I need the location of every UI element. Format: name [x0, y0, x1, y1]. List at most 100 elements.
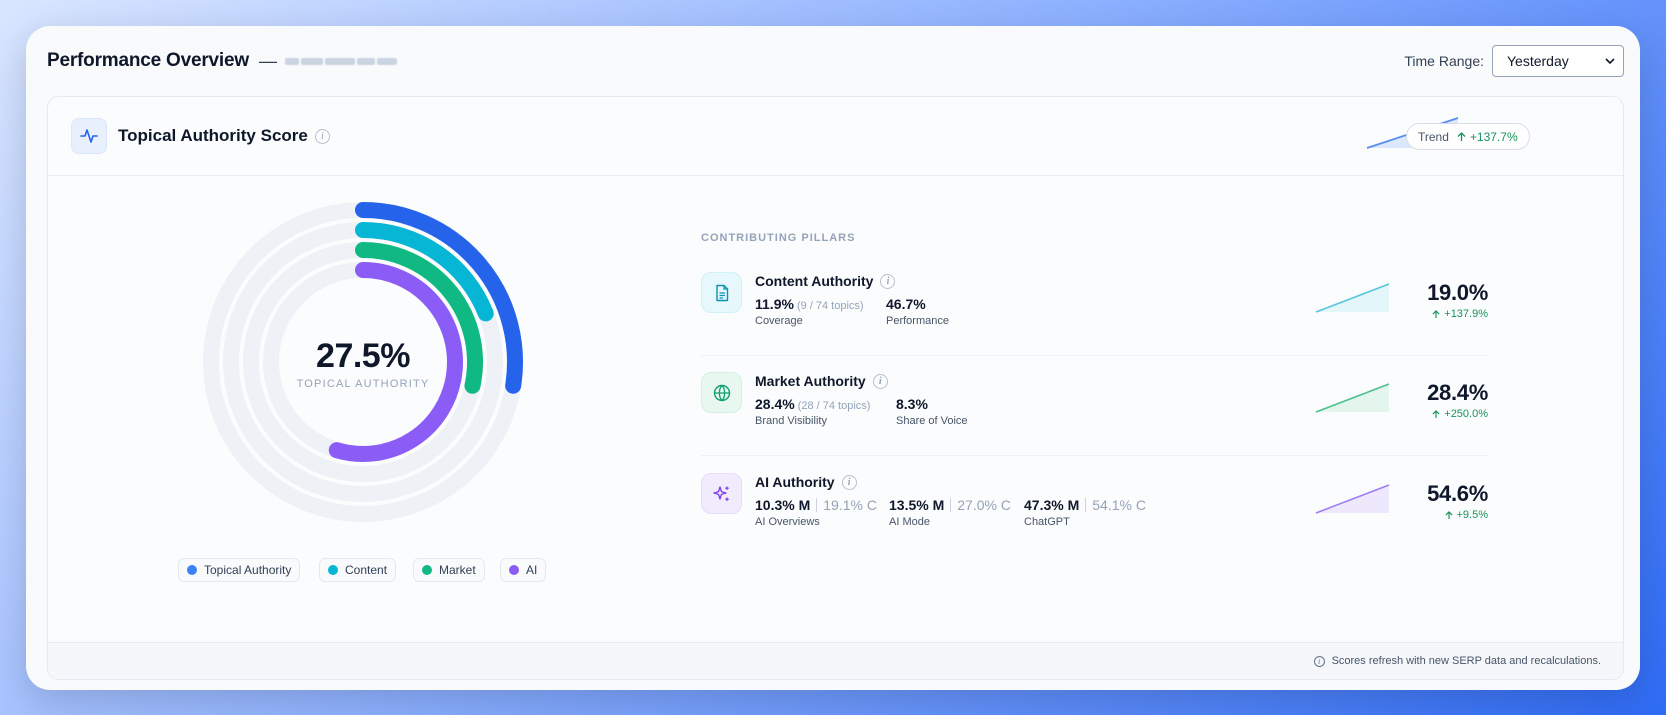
redacted-domain [284, 57, 397, 65]
metric-performance: 46.7% Performance [886, 296, 949, 327]
ring-value: 27.5% [316, 337, 410, 375]
ring-arc-ai[interactable] [328, 262, 463, 462]
pillars-heading: CONTRIBUTING PILLARS [701, 232, 856, 244]
info-icon[interactable]: i [880, 273, 896, 289]
time-range-value: Yesterday [1507, 53, 1569, 69]
metric-ai-overviews: 10.3% M 19.1% C AI Overviews [755, 497, 877, 528]
pillar-score: 54.6% +9.5% [1427, 481, 1488, 521]
metric-coverage: 11.9% (9 / 74 topics) Coverage [755, 296, 864, 327]
globe-icon [701, 372, 742, 413]
pillar-content-authority[interactable]: Content Authority i 11.9% (9 / 74 topics)… [701, 272, 1488, 372]
legend-dot [509, 565, 519, 575]
title-separator: — [258, 50, 277, 71]
legend-label: AI [526, 563, 538, 577]
metric-detail: (28 / 74 topics) [797, 400, 871, 412]
legend-label: Market [439, 563, 476, 577]
score-panel: Topical Authority Score i Trend +137.7% … [47, 96, 1624, 680]
info-icon: i [1313, 655, 1325, 667]
ring-chart-svg [203, 202, 523, 522]
pillar-delta: +137.9% [1444, 308, 1488, 320]
arrow-up-icon [1432, 309, 1440, 318]
pillar-name-text: Market Authority [755, 373, 866, 389]
pillar-score: 28.4% +250.0% [1427, 380, 1488, 420]
pillar-name-text: Content Authority [755, 273, 874, 289]
metric-value: 47.3% M [1024, 497, 1080, 513]
info-icon[interactable]: i [314, 128, 330, 144]
pillar-score-value: 19.0% [1427, 280, 1488, 305]
trend-value: +137.7% [1469, 129, 1518, 144]
metric-label: Brand Visibility [755, 415, 827, 427]
score-title: Topical Authority Score [118, 126, 308, 145]
pillar-divider [701, 355, 1488, 356]
panel-footer: i Scores refresh with new SERP data and … [48, 642, 1623, 679]
metric-alt-value: 54.1% C [1092, 497, 1146, 513]
pillar-sparkline [1315, 283, 1390, 313]
legend-item-topical[interactable]: Topical Authority [178, 558, 301, 582]
ring-arc-topical-authority[interactable] [355, 202, 523, 394]
pillar-sparkline [1315, 484, 1390, 514]
trend-badge: Trend +137.7% [1406, 123, 1530, 150]
authority-ring-chart: 27.5% TOPICAL AUTHORITY [198, 197, 528, 527]
sparkles-icon [701, 473, 742, 514]
metric-label: Performance [886, 315, 949, 327]
metric-value: 13.5% M [889, 497, 945, 513]
metric-label: Share of Voice [896, 415, 968, 427]
trend-label: Trend [1418, 129, 1449, 144]
chevron-down-icon [1605, 58, 1615, 64]
activity-icon [71, 118, 107, 154]
time-range-label: Time Range: [1404, 53, 1484, 69]
pillar-score-value: 28.4% [1427, 380, 1488, 405]
legend-item-market[interactable]: Market [413, 558, 485, 582]
metric-value: 11.9% [755, 296, 794, 312]
pillar-name: AI Authority i [755, 474, 857, 490]
legend-label: Topical Authority [204, 563, 292, 577]
pillar-score-value: 54.6% [1427, 481, 1488, 506]
metric-label: Coverage [755, 315, 803, 327]
metric-ai-mode: 13.5% M 27.0% C AI Mode [889, 497, 1011, 528]
metric-value: 28.4% [755, 396, 795, 412]
metric-brand-visibility: 28.4% (28 / 74 topics) Brand Visibility [755, 396, 870, 427]
ring-label: TOPICAL AUTHORITY [296, 378, 430, 390]
legend-dot [187, 565, 197, 575]
pillar-delta: +250.0% [1444, 408, 1488, 420]
legend-label: Content [345, 563, 388, 577]
pillar-sparkline [1315, 383, 1390, 413]
pillar-name-text: AI Authority [755, 474, 835, 490]
metric-label: AI Mode [889, 516, 930, 528]
pillar-ai-authority[interactable]: AI Authority i 10.3% M 19.1% C AI Overvie… [701, 473, 1488, 573]
legend-item-content[interactable]: Content [319, 558, 397, 582]
info-icon[interactable]: i [841, 474, 857, 490]
metric-value: 8.3% [896, 396, 928, 412]
metric-alt-value: 19.1% C [823, 497, 877, 513]
pillar-score: 19.0% +137.9% [1427, 280, 1488, 320]
info-icon[interactable]: i [872, 373, 888, 389]
ring-center: 27.5% TOPICAL AUTHORITY [198, 337, 528, 390]
metric-share-of-voice: 8.3% Share of Voice [896, 396, 968, 427]
page-title: Performance Overview [47, 50, 249, 71]
score-panel-header: Topical Authority Score i Trend +137.7% [48, 97, 1623, 176]
pillar-name: Content Authority i [755, 273, 896, 289]
time-range: Time Range: Yesterday [1404, 45, 1624, 77]
pillar-divider [701, 455, 1488, 456]
ring-arc-market[interactable] [355, 242, 483, 394]
header: Performance Overview — Time Range: Yeste… [47, 44, 1624, 78]
metric-value: 46.7% [886, 296, 926, 312]
time-range-select[interactable]: Yesterday [1492, 45, 1624, 77]
metric-chatgpt: 47.3% M 54.1% C ChatGPT [1024, 497, 1146, 528]
pillar-name: Market Authority i [755, 373, 888, 389]
metric-alt-value: 27.0% C [957, 497, 1011, 513]
ring-arc-content[interactable] [355, 222, 494, 322]
performance-card: Performance Overview — Time Range: Yeste… [26, 26, 1640, 690]
metric-label: ChatGPT [1024, 516, 1070, 528]
pillar-delta: +9.5% [1456, 509, 1489, 521]
metric-value: 10.3% M [755, 497, 811, 513]
legend-dot [328, 565, 338, 575]
metric-detail: (9 / 74 topics) [796, 300, 864, 312]
arrow-up-icon [1457, 131, 1466, 141]
arrow-up-icon [1432, 409, 1440, 418]
metric-label: AI Overviews [755, 516, 820, 528]
pillar-market-authority[interactable]: Market Authority i 28.4% (28 / 74 topics)… [701, 372, 1488, 472]
legend-item-ai[interactable]: AI [500, 558, 547, 582]
legend-dot [422, 565, 432, 575]
footer-note: Scores refresh with new SERP data and re… [1331, 655, 1601, 667]
